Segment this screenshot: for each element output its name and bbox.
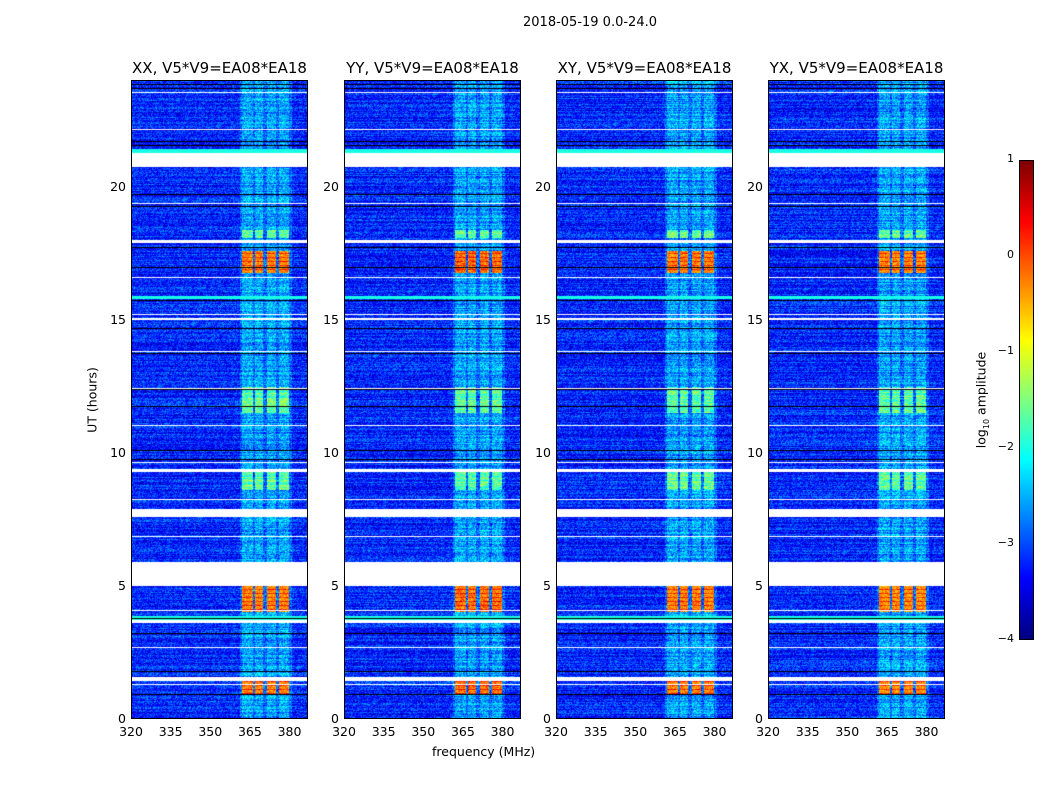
spectrogram-heatmap	[557, 81, 732, 718]
x-tick-label: 350	[198, 724, 223, 739]
y-tick-label: 0	[755, 711, 763, 726]
colorbar-label: log10 amplitude	[973, 351, 991, 449]
x-tick-label: 320	[119, 724, 143, 739]
x-tick-label: 380	[277, 724, 302, 739]
x-tick-label: 380	[490, 724, 515, 739]
y-tick-label: 5	[543, 577, 551, 593]
panel-title: XX, V5*V9=EA08*EA18	[132, 59, 307, 77]
y-tick-label: 15	[747, 311, 763, 327]
x-tick-label: 335	[371, 724, 396, 739]
y-tick-label: 0	[543, 711, 551, 726]
x-tick-label: 365	[874, 724, 899, 739]
spectrogram-heatmap	[345, 81, 520, 718]
y-tick-label: 10	[747, 444, 763, 460]
colorbar-tick-label: −1	[997, 344, 1014, 357]
x-tick-label: 365	[450, 724, 475, 739]
panel-title: XY, V5*V9=EA08*EA18	[557, 59, 732, 77]
y-tick-label: 10	[323, 444, 339, 460]
spectrogram-panel	[768, 80, 945, 719]
colorbar-tick-label: 1	[1007, 152, 1014, 165]
x-tick-label: 320	[544, 724, 568, 739]
colorbar-tick-label: −3	[997, 536, 1014, 549]
x-tick-label: 320	[332, 724, 356, 739]
y-tick-label: 20	[323, 178, 339, 194]
panel-title: YY, V5*V9=EA08*EA18	[346, 59, 519, 77]
spectrogram-heatmap	[769, 81, 944, 718]
x-tick-label: 350	[623, 724, 648, 739]
y-tick-label: 15	[535, 311, 551, 327]
spectrogram-panel	[344, 80, 521, 719]
x-tick-label: 335	[583, 724, 608, 739]
y-tick-label: 15	[323, 311, 339, 327]
spectrogram-heatmap	[132, 81, 307, 718]
x-tick-label: 380	[702, 724, 727, 739]
x-tick-label: 335	[795, 724, 820, 739]
spectrogram-panel	[131, 80, 308, 719]
colorbar	[1019, 160, 1034, 640]
y-tick-label: 10	[535, 444, 551, 460]
y-tick-label: 20	[110, 178, 126, 194]
y-tick-label: 5	[118, 577, 126, 593]
y-tick-label: 10	[110, 444, 126, 460]
figure-title: 2018-05-19 0.0-24.0	[523, 15, 657, 30]
x-tick-label: 320	[756, 724, 780, 739]
colorbar-tick-label: 0	[1007, 248, 1014, 261]
y-tick-label: 5	[755, 577, 763, 593]
y-tick-label: 0	[118, 711, 126, 726]
y-tick-label: 0	[331, 711, 339, 726]
y-tick-label: 20	[747, 178, 763, 194]
x-tick-label: 335	[158, 724, 183, 739]
spectrogram-panel	[556, 80, 733, 719]
y-tick-label: 5	[331, 577, 339, 593]
colorbar-tick-label: −2	[997, 440, 1014, 453]
colorbar-tick-label: −4	[997, 632, 1014, 645]
x-tick-label: 365	[237, 724, 262, 739]
y-tick-label: 20	[535, 178, 551, 194]
x-tick-label: 380	[914, 724, 939, 739]
x-axis-label: frequency (MHz)	[432, 744, 536, 759]
y-axis-label: UT (hours)	[84, 367, 100, 433]
panel-title: YX, V5*V9=EA08*EA18	[769, 59, 944, 77]
x-tick-label: 350	[835, 724, 860, 739]
x-tick-label: 365	[662, 724, 687, 739]
y-tick-label: 15	[110, 311, 126, 327]
x-tick-label: 350	[411, 724, 436, 739]
